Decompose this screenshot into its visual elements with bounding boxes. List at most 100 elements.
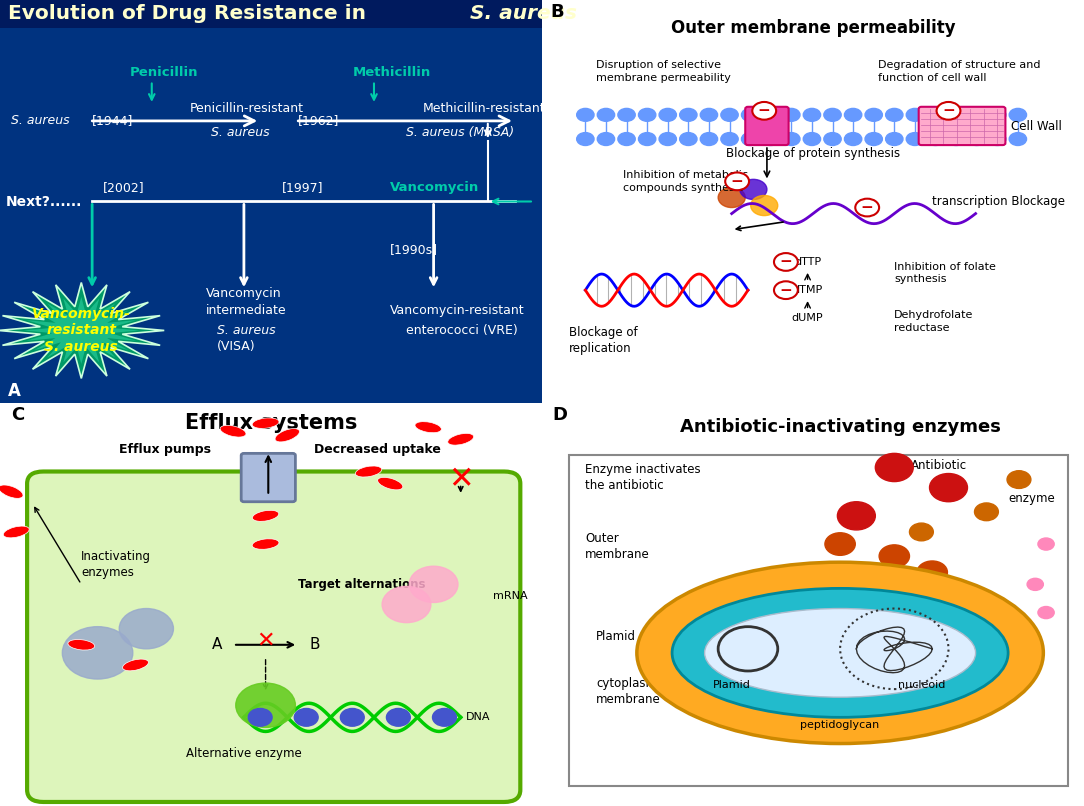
Circle shape <box>906 132 924 145</box>
Circle shape <box>638 132 656 145</box>
Circle shape <box>1009 109 1027 121</box>
Text: [1962]: [1962] <box>298 114 339 127</box>
Text: S. aureus (MRSA): S. aureus (MRSA) <box>406 127 515 139</box>
Circle shape <box>680 109 697 121</box>
Text: Inactivating
enzymes: Inactivating enzymes <box>81 550 152 579</box>
Text: S. aureus: S. aureus <box>44 339 118 354</box>
Text: −: − <box>942 103 955 118</box>
Text: enzyme: enzyme <box>1008 492 1055 505</box>
Polygon shape <box>23 297 140 364</box>
Circle shape <box>62 627 133 679</box>
Text: enterococci (VRE): enterococci (VRE) <box>406 324 518 337</box>
Circle shape <box>659 109 676 121</box>
Circle shape <box>917 561 947 584</box>
Circle shape <box>700 109 718 121</box>
Ellipse shape <box>448 434 474 445</box>
Text: dTTP: dTTP <box>793 257 822 267</box>
Polygon shape <box>0 282 165 379</box>
Circle shape <box>750 195 777 216</box>
Circle shape <box>721 109 738 121</box>
Text: −: − <box>861 200 874 215</box>
Circle shape <box>886 109 903 121</box>
Ellipse shape <box>68 639 94 650</box>
Ellipse shape <box>275 429 299 442</box>
Text: Efflux pumps: Efflux pumps <box>119 442 211 456</box>
Circle shape <box>803 109 821 121</box>
Text: −: − <box>731 174 744 189</box>
Ellipse shape <box>253 538 279 550</box>
FancyBboxPatch shape <box>27 472 520 802</box>
Ellipse shape <box>3 526 29 538</box>
Circle shape <box>968 132 985 145</box>
Circle shape <box>909 523 933 541</box>
Circle shape <box>618 132 635 145</box>
Text: A: A <box>211 638 222 652</box>
Text: Dehydrofolate
reductase: Dehydrofolate reductase <box>894 310 973 333</box>
Text: cytoplasmid
membrane: cytoplasmid membrane <box>596 677 668 706</box>
Text: Cell Wall: Cell Wall <box>1010 119 1061 133</box>
Circle shape <box>865 109 882 121</box>
Text: [2002]: [2002] <box>103 181 144 194</box>
Ellipse shape <box>220 426 246 437</box>
Circle shape <box>433 708 456 726</box>
Circle shape <box>577 109 594 121</box>
Text: Blockage of
replication: Blockage of replication <box>569 326 637 355</box>
Circle shape <box>762 109 779 121</box>
Circle shape <box>841 573 872 596</box>
Text: ✕: ✕ <box>256 631 275 650</box>
FancyBboxPatch shape <box>242 453 295 501</box>
Circle shape <box>1007 471 1031 488</box>
Circle shape <box>382 587 430 622</box>
Circle shape <box>577 132 594 145</box>
Circle shape <box>879 545 909 567</box>
Circle shape <box>638 109 656 121</box>
Text: Enzyme inactivates
the antibiotic: Enzyme inactivates the antibiotic <box>585 463 701 492</box>
Circle shape <box>844 132 862 145</box>
Ellipse shape <box>253 510 279 521</box>
Circle shape <box>825 533 855 555</box>
Text: resistant: resistant <box>47 323 116 338</box>
Text: B: B <box>550 3 564 21</box>
Circle shape <box>947 109 965 121</box>
Text: (VISA): (VISA) <box>217 340 256 353</box>
Text: S. aureus: S. aureus <box>217 324 275 337</box>
Ellipse shape <box>415 422 441 433</box>
Circle shape <box>739 179 766 200</box>
Circle shape <box>248 708 272 726</box>
Text: Degradation of structure and
function of cell wall: Degradation of structure and function of… <box>878 60 1041 83</box>
Circle shape <box>844 109 862 121</box>
Circle shape <box>906 109 924 121</box>
Circle shape <box>597 132 615 145</box>
Circle shape <box>700 132 718 145</box>
Circle shape <box>725 172 749 190</box>
FancyBboxPatch shape <box>0 0 542 28</box>
Text: C: C <box>11 406 24 424</box>
Text: S. aureus: S. aureus <box>11 114 69 127</box>
Text: −: − <box>779 283 792 297</box>
Text: S. aureus: S. aureus <box>470 4 578 23</box>
Circle shape <box>1037 538 1054 550</box>
Circle shape <box>929 473 967 501</box>
Ellipse shape <box>705 609 976 697</box>
Circle shape <box>875 453 913 481</box>
Circle shape <box>865 132 882 145</box>
Text: −: − <box>779 255 792 269</box>
Text: A: A <box>9 382 21 400</box>
Text: Evolution of Drug Resistance in: Evolution of Drug Resistance in <box>9 4 373 23</box>
Text: Outer
membrane: Outer membrane <box>585 532 650 561</box>
Circle shape <box>783 109 800 121</box>
Text: [1944]: [1944] <box>92 114 133 127</box>
Ellipse shape <box>356 466 382 477</box>
Circle shape <box>975 503 998 521</box>
Text: Outer membrane permeability: Outer membrane permeability <box>671 19 955 37</box>
Text: Vancomycin
intermediate: Vancomycin intermediate <box>206 287 286 318</box>
Text: dTMP: dTMP <box>792 285 823 295</box>
Circle shape <box>618 109 635 121</box>
Circle shape <box>762 132 779 145</box>
Circle shape <box>340 708 364 726</box>
Text: −: − <box>758 103 771 118</box>
Circle shape <box>597 109 615 121</box>
Circle shape <box>721 132 738 145</box>
Text: Target alternations: Target alternations <box>298 578 426 591</box>
Text: Inhibition of metabolic
compounds synthesis: Inhibition of metabolic compounds synthe… <box>623 170 748 193</box>
